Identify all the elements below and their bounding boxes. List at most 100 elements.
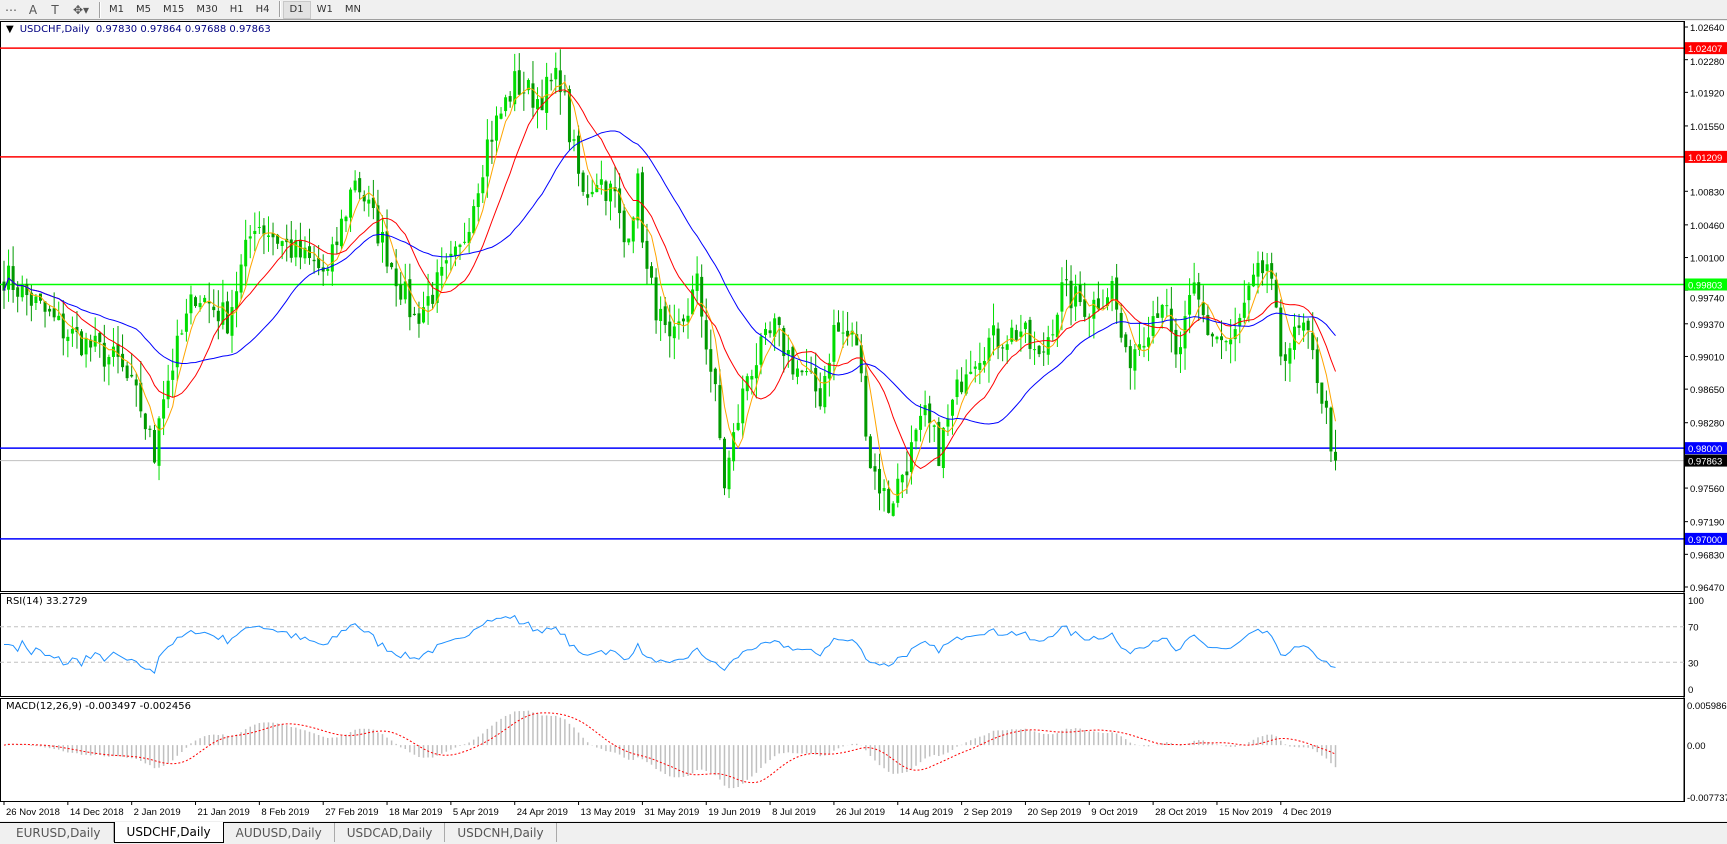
timeframe-d1[interactable]: D1	[282, 0, 311, 19]
candle-body	[1251, 274, 1255, 287]
toolbar: ⋯ A T ✥▾ M1 M5 M15 M30 H1 H4 D1 W1 MN	[0, 0, 1727, 20]
candle-body	[946, 418, 950, 427]
timeframe-m1[interactable]: M1	[109, 4, 124, 15]
candle-body	[184, 313, 188, 332]
level-price-tag-bg	[1685, 42, 1727, 55]
candle-body	[969, 371, 973, 374]
candle-body	[531, 83, 535, 108]
candle-body	[66, 336, 70, 342]
text-label-icon[interactable]: A	[28, 2, 38, 17]
candle-body	[25, 283, 29, 296]
price-tick-label: 1.02640	[1690, 23, 1724, 34]
candle-body	[1283, 354, 1287, 361]
candle-body	[859, 345, 863, 374]
candle-body	[627, 238, 631, 243]
date-tick-label: 26 Nov 2018	[6, 807, 60, 818]
date-tick-label: 9 Oct 2019	[1091, 807, 1137, 818]
candle-body	[84, 337, 88, 355]
timeframe-h1[interactable]: H1	[229, 4, 244, 15]
candle-body	[622, 210, 626, 243]
candle-body	[344, 216, 348, 222]
candle-body	[1229, 339, 1233, 345]
candle-body	[736, 422, 740, 430]
timeframe-mn[interactable]: MN	[344, 4, 361, 15]
candle-body	[818, 388, 822, 407]
candle-body	[960, 381, 964, 393]
candle-body	[1069, 280, 1073, 309]
candle-body	[1101, 307, 1105, 309]
tab-audusd[interactable]: AUDUSD,Daily	[224, 823, 335, 842]
candle-body	[412, 313, 416, 316]
candle-body	[709, 349, 713, 372]
candle-body	[1329, 407, 1333, 452]
price-tick-label: 0.98650	[1690, 385, 1724, 396]
candle-body	[645, 240, 649, 269]
price-tick-label: 1.00100	[1690, 254, 1724, 265]
candle-body	[878, 468, 882, 494]
date-tick-label: 2 Jan 2019	[134, 807, 181, 818]
macd-panel	[0, 698, 1685, 802]
candle-body	[1197, 282, 1201, 300]
candle-body	[371, 197, 375, 209]
tab-usdchf[interactable]: USDCHF,Daily	[113, 822, 224, 843]
candle-body	[61, 313, 65, 339]
candle-body	[795, 368, 799, 377]
candle-body	[1210, 333, 1214, 337]
rsi-panel	[0, 593, 1685, 697]
candle-body	[385, 231, 389, 267]
candle-body	[741, 388, 745, 424]
candle-body	[198, 303, 202, 308]
candle-body	[526, 80, 530, 91]
candle-body	[1064, 279, 1068, 281]
macd-tick-label: 0.005986	[1687, 701, 1727, 712]
timeframe-w1[interactable]: W1	[316, 4, 333, 15]
candle-body	[467, 231, 471, 244]
candle-body	[431, 294, 435, 304]
current-price-tag: 0.97863	[1688, 457, 1722, 468]
chart-canvas[interactable]: 1.02640 1.02280 1.01920 1.01550 1.00830 1.004…	[0, 21, 1727, 821]
chart-window[interactable]: 1.02640 1.02280 1.01920 1.01550 1.00830 1.004…	[0, 21, 1727, 821]
candle-body	[1206, 314, 1210, 335]
candle-body	[257, 226, 261, 228]
candle-body	[973, 366, 977, 369]
candle-body	[558, 70, 562, 93]
candle-body	[832, 324, 836, 362]
timeframe-h4[interactable]: H4	[255, 4, 270, 15]
timeframe-m30[interactable]: M30	[196, 4, 218, 15]
arrows-tool-icon[interactable]: ✥▾	[72, 2, 90, 17]
timeframe-m5[interactable]: M5	[136, 4, 151, 15]
candle-body	[549, 79, 553, 82]
level-price-tag: 1.01209	[1688, 153, 1722, 164]
candle-body	[1292, 326, 1296, 350]
text-box-icon[interactable]: T	[51, 2, 59, 17]
candle-body	[29, 292, 33, 306]
candle-body	[294, 240, 298, 258]
candle-body	[864, 375, 868, 437]
candle-body	[1151, 316, 1155, 336]
candle-body	[891, 503, 895, 516]
candle-body	[786, 350, 790, 355]
candle-body	[180, 333, 184, 335]
candle-body	[403, 281, 407, 300]
tab-usdcnh[interactable]: USDCNH,Daily	[445, 823, 557, 842]
candle-body	[194, 297, 198, 307]
macd-label: MACD(12,26,9) -0.003497 -0.002456	[6, 701, 191, 712]
candle-body	[1014, 330, 1018, 340]
tab-eurusd[interactable]: EURUSD,Daily	[4, 823, 114, 842]
price-tick-label: 0.96830	[1690, 550, 1724, 561]
candle-body	[850, 330, 854, 335]
tab-usdcad[interactable]: USDCAD,Daily	[335, 823, 446, 842]
timeframe-m15[interactable]: M15	[163, 4, 185, 15]
candle-body	[1019, 331, 1023, 337]
candle-body	[321, 267, 325, 272]
fibonacci-icon[interactable]: ⋯	[5, 2, 17, 17]
candle-body	[695, 273, 699, 291]
collapse-arrow-icon[interactable]: ▼	[6, 24, 14, 35]
candle-body	[367, 199, 371, 204]
date-tick-label: 15 Nov 2019	[1219, 807, 1273, 818]
candle-body	[827, 362, 831, 379]
candle-body	[873, 466, 877, 472]
candle-body	[75, 326, 79, 333]
candle-body	[964, 374, 968, 394]
candle-body	[659, 308, 663, 322]
